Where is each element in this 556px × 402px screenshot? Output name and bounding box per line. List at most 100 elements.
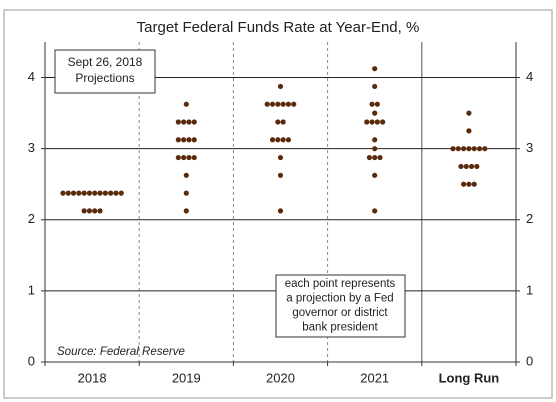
projection-label: Sept 26, 2018 [68, 55, 143, 69]
dot [183, 101, 189, 107]
dot [275, 119, 281, 125]
dot [76, 190, 82, 196]
dot [81, 190, 87, 196]
dot [97, 190, 103, 196]
dot [175, 137, 181, 143]
y-tick-label: 1 [28, 282, 35, 297]
dot [372, 154, 378, 161]
note-line: governor or district [292, 307, 388, 319]
dot [280, 101, 286, 107]
dot [372, 110, 378, 116]
dot [65, 190, 71, 196]
dot [291, 101, 297, 107]
dot [466, 181, 472, 187]
dot [70, 190, 77, 196]
source-note: Source: Federal Reserve [57, 346, 185, 358]
dot [466, 146, 472, 152]
dot [458, 163, 464, 170]
x-tick-label: 2018 [78, 370, 107, 385]
dot [461, 181, 467, 187]
dot [277, 83, 284, 90]
dot [81, 208, 87, 214]
y2-tick-label: 2 [526, 211, 533, 226]
dot [372, 83, 378, 90]
dot [86, 208, 93, 214]
dot [275, 101, 281, 107]
note-box [275, 274, 406, 338]
note-line: a projection by a Fed [286, 293, 393, 305]
y2-tick-label: 3 [526, 140, 533, 155]
dot [113, 190, 119, 196]
dot [277, 172, 284, 178]
dot [175, 119, 181, 125]
dot [374, 101, 380, 107]
dot [474, 163, 480, 170]
dot [372, 208, 378, 214]
dot [471, 181, 477, 187]
dot [269, 101, 276, 107]
dot [186, 137, 192, 143]
dot [186, 119, 192, 125]
note-line: bank president [302, 322, 378, 334]
dot [369, 101, 375, 107]
x-tick-label: Long Run [439, 370, 500, 385]
dot [366, 154, 372, 161]
dot [92, 208, 98, 214]
dot [455, 146, 461, 152]
dot [183, 172, 189, 178]
dot [191, 154, 197, 161]
dot [280, 119, 286, 125]
dot [86, 190, 93, 196]
dot [183, 208, 189, 214]
dot [92, 190, 98, 196]
dot [364, 119, 370, 125]
dot [285, 137, 292, 143]
dot [471, 146, 477, 152]
x-tick-label: 2021 [360, 370, 389, 385]
dot [280, 137, 286, 143]
x-tick-label: 2019 [172, 370, 201, 385]
x-tick-label: 2020 [266, 370, 295, 385]
dot [372, 172, 378, 178]
dot [463, 163, 469, 170]
dot [108, 190, 114, 196]
dot [377, 154, 383, 161]
dot [372, 66, 378, 72]
dot [482, 146, 488, 152]
note-line: each point represents [285, 278, 396, 290]
dot [269, 137, 276, 143]
dot [118, 190, 124, 196]
dot [466, 128, 472, 134]
dot [183, 190, 189, 196]
dot [476, 146, 483, 152]
dot [264, 101, 270, 107]
dot [450, 146, 456, 152]
dot [285, 101, 292, 107]
projection-label: Projections [75, 71, 134, 85]
chart-title: Target Federal Funds Rate at Year-End, % [137, 19, 420, 36]
dot [372, 137, 378, 143]
dot [372, 146, 378, 152]
dot [102, 190, 108, 196]
dot [380, 119, 386, 125]
dot [468, 163, 475, 170]
dot [466, 110, 472, 116]
dot [186, 154, 192, 161]
dot [275, 137, 281, 143]
dot [369, 119, 375, 125]
dot [97, 208, 103, 214]
y-tick-label: 4 [28, 69, 35, 84]
dot [60, 190, 66, 196]
projection-box [54, 49, 156, 94]
dot [277, 154, 284, 161]
dot [277, 208, 284, 214]
dot [191, 137, 197, 143]
dot [191, 119, 197, 125]
dot [181, 137, 187, 143]
y2-tick-label: 0 [526, 353, 533, 368]
y2-tick-label: 1 [526, 282, 533, 297]
dot [374, 119, 380, 125]
y-tick-label: 3 [28, 140, 35, 155]
y-tick-label: 0 [28, 353, 35, 368]
